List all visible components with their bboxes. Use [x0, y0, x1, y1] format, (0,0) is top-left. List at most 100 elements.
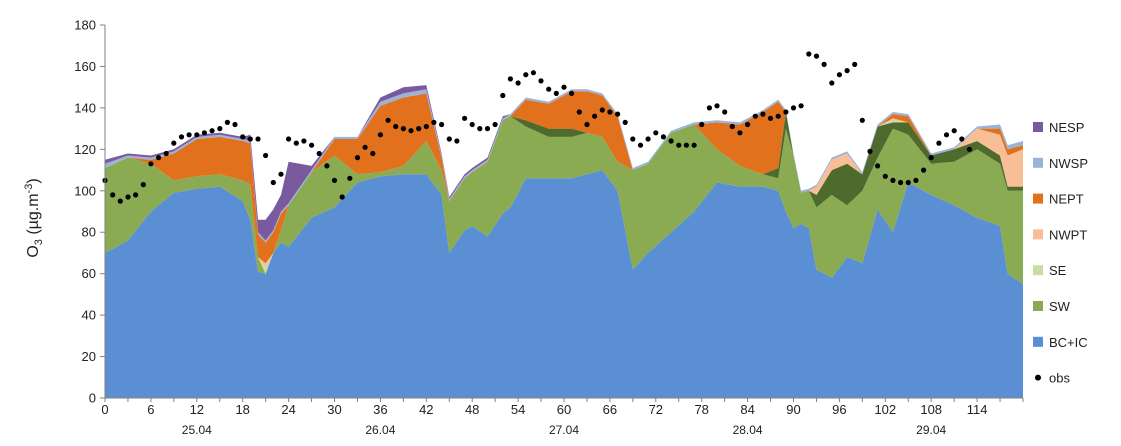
obs-point — [117, 198, 123, 204]
obs-point — [309, 142, 315, 148]
date-label: 26.04 — [365, 423, 395, 437]
x-tick-label: 90 — [786, 402, 800, 417]
obs-point — [278, 171, 284, 177]
date-label: 27.04 — [549, 423, 579, 437]
x-tick-label: 48 — [465, 402, 479, 417]
obs-point — [500, 92, 506, 99]
obs-point — [637, 142, 644, 148]
obs-point — [584, 121, 590, 128]
y-axis-label-mid: (µg.m — [25, 193, 42, 239]
obs-point — [316, 150, 322, 157]
obs-point — [523, 72, 529, 78]
obs-point — [898, 179, 904, 186]
obs-point — [431, 119, 437, 125]
stacked-areas — [105, 85, 1023, 398]
date-label: 29.04 — [916, 423, 946, 437]
obs-point — [653, 130, 659, 136]
obs-point — [722, 109, 728, 115]
obs-point — [324, 163, 330, 169]
obs-point — [951, 128, 957, 134]
x-tick-label: 54 — [511, 402, 525, 417]
obs-point — [393, 123, 399, 130]
obs-point — [240, 134, 246, 140]
obs-point — [515, 80, 521, 86]
obs-point — [354, 155, 361, 161]
legend-swatch-obs — [1035, 374, 1041, 381]
legend-swatch-nesp — [1033, 122, 1043, 132]
axes: 0 20 40 60 80 100 120 140 160 180 0 6 12 18 24 30 36 42 48… — [74, 18, 1024, 437]
obs-point — [454, 138, 460, 144]
obs-point — [798, 103, 804, 109]
obs-point — [729, 123, 735, 130]
legend-label-se: SE — [1049, 263, 1067, 278]
obs-point — [569, 90, 575, 96]
obs-point — [156, 155, 162, 161]
obs-point — [844, 68, 850, 74]
obs-point — [921, 167, 927, 173]
y-axis-label-sub: 3 — [33, 239, 45, 245]
obs-point — [538, 78, 544, 84]
y-tick-label: 60 — [82, 266, 96, 281]
area-nept — [105, 91, 1023, 264]
area-sw — [105, 116, 1023, 284]
obs-point — [408, 128, 414, 134]
legend-label-nwpt: NWPT — [1049, 227, 1087, 242]
x-tick-label: 102 — [874, 402, 896, 417]
legend-label-nwsp: NWSP — [1049, 156, 1088, 171]
obs-point — [201, 130, 207, 136]
obs-point — [714, 103, 720, 109]
y-tick-label: 20 — [82, 349, 96, 364]
obs-point — [492, 121, 498, 128]
obs-point — [676, 142, 682, 148]
obs-point — [301, 138, 307, 144]
obs-point — [561, 84, 567, 90]
obs-point — [416, 126, 422, 132]
obs-point — [546, 86, 552, 92]
obs-point — [385, 117, 391, 123]
obs-point — [186, 132, 192, 138]
obs-point — [263, 152, 269, 159]
legend-label-bc-ic: BC+IC — [1049, 335, 1088, 350]
obs-point — [806, 51, 812, 57]
obs-point — [133, 192, 139, 198]
obs-point — [905, 179, 911, 186]
obs-point — [255, 136, 261, 142]
x-tick-label: 78 — [694, 402, 708, 417]
obs-point — [140, 182, 146, 188]
obs-point — [660, 134, 667, 140]
y-tick-label: 160 — [74, 59, 96, 74]
legend-swatch-nwsp — [1033, 157, 1043, 168]
obs-point — [683, 142, 690, 148]
obs-point — [882, 173, 888, 179]
obs-point — [767, 115, 774, 121]
y-axis-label-sup: -3 — [23, 184, 35, 194]
y-tick-label: 120 — [74, 142, 96, 157]
obs-point — [530, 70, 537, 76]
obs-point — [209, 128, 215, 134]
obs-point — [178, 134, 185, 140]
x-tick-label: 0 — [101, 402, 108, 417]
legend-swatch-bc-ic — [1033, 336, 1043, 347]
obs-points — [102, 51, 973, 204]
obs-point — [217, 126, 223, 132]
obs-point — [194, 132, 200, 138]
obs-point — [553, 90, 559, 96]
obs-point — [592, 113, 598, 119]
obs-point — [829, 80, 835, 86]
obs-point — [813, 53, 820, 59]
obs-point — [484, 126, 491, 132]
y-axis-label-main: O — [25, 245, 42, 257]
obs-point — [232, 121, 238, 128]
x-tick-label: 42 — [419, 402, 433, 417]
x-tick-label: 30 — [327, 402, 341, 417]
obs-point — [867, 148, 873, 154]
obs-point — [599, 107, 605, 113]
obs-point — [760, 111, 766, 117]
obs-point — [737, 130, 743, 136]
obs-point — [836, 72, 843, 78]
obs-point — [607, 109, 613, 115]
legend-label-sw: SW — [1049, 299, 1071, 314]
y-axis-label-end: ) — [25, 178, 42, 183]
